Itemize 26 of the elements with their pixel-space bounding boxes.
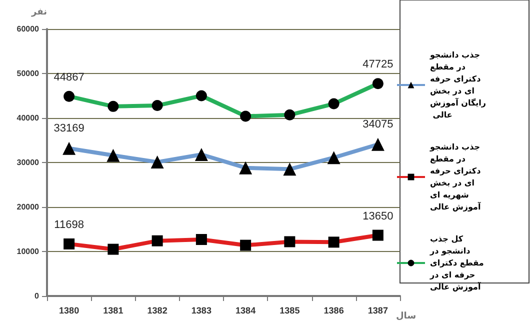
x-tick-label: 1386	[324, 306, 344, 316]
y-axis-title: نفر	[30, 8, 47, 18]
y-tick-label: 20000	[16, 202, 40, 212]
x-tick-label: 1381	[103, 306, 124, 316]
y-tick-label: 30000	[16, 158, 40, 167]
y-tick-label: 10000	[16, 247, 40, 256]
x-tick-label: 1383	[191, 306, 212, 316]
y-tick-label: 0	[34, 292, 40, 300]
data-label: 33169	[54, 122, 84, 134]
data-label: 34075	[362, 118, 394, 130]
x-tick-label: 1382	[147, 306, 168, 316]
data-label: 47725	[362, 58, 394, 71]
data-label: 11698	[54, 218, 84, 231]
x-tick-label: 1385	[280, 306, 300, 316]
y-tick-label: 40000	[16, 114, 40, 122]
x-tick-label: 1387	[368, 306, 388, 316]
x-axis-title: سال	[396, 312, 416, 322]
x-tick-label: 1384	[236, 306, 256, 316]
y-tick-label: 50000	[16, 69, 40, 78]
y-tick-label: 60000	[16, 24, 40, 34]
legend-label: جذب دانشجو در مقطع دکترای حرفه ای در بخش شهریه ای آموزش عالی	[429, 142, 484, 212]
legend-label: جذب دانشجو در مقطع دکترای حرفه ای در بخش رایگان آموزش عالی	[429, 50, 486, 120]
x-tick-label: 1380	[59, 306, 80, 316]
legend-label: کل جذب دانشجو در مقطع دکترای حرفه ای در آموزش عالی	[429, 234, 487, 292]
data-label: 13650	[362, 210, 394, 222]
data-label: 44867	[54, 71, 84, 84]
